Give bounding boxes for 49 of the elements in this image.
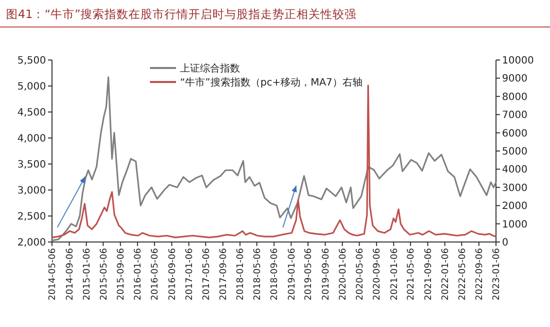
- x-tick-label: 2018-01-06: [236, 248, 246, 300]
- y2-tick-label: 10000: [502, 56, 534, 66]
- y2-tick-label: 8000: [502, 92, 528, 103]
- y-tick-label: 5,500: [17, 56, 46, 66]
- y2-tick-label: 7000: [502, 110, 528, 122]
- x-tick-label: 2016-09-06: [168, 248, 178, 300]
- x-tick-label: 2017-05-06: [202, 248, 212, 300]
- y-tick-label: 3,000: [17, 186, 46, 196]
- y2-tick-label: 1000: [502, 219, 528, 230]
- legend-label: “牛市”搜索指数（pc+移动，MA7）右轴: [180, 76, 362, 88]
- legend-label: 上证综合指数: [180, 62, 240, 74]
- y2-tick-label: 9000: [502, 74, 528, 85]
- y2-tick-label: 2000: [502, 201, 528, 212]
- x-tick-label: 2018-05-06: [252, 248, 263, 300]
- x-tick-label: 2018-09-06: [270, 248, 280, 300]
- y2-tick-label: 3000: [502, 182, 528, 194]
- x-tick-label: 2014-05-06: [48, 248, 58, 300]
- x-tick-label: 2019-09-06: [321, 248, 332, 300]
- x-tick-label: 2021-01-06: [390, 248, 400, 300]
- x-tick-label: 2022-01-06: [440, 248, 451, 300]
- y-tick-label: 4,500: [17, 108, 46, 118]
- y-tick-label: 3,500: [17, 160, 46, 170]
- x-tick-label: 2014-09-06: [65, 248, 76, 300]
- x-tick-label: 2016-01-06: [134, 248, 144, 300]
- x-tick-label: 2022-05-06: [458, 248, 468, 300]
- x-tick-label: 2022-09-06: [475, 248, 486, 300]
- chart-title: 图41：“牛市”搜索指数在股市行情开启时与股指走势正相关性较强: [6, 7, 357, 21]
- y2-tick-label: 0: [502, 238, 508, 248]
- y-tick-label: 5,000: [17, 82, 46, 92]
- y2-tick-label: 6000: [502, 128, 528, 140]
- y-tick-label: 4,000: [17, 134, 46, 144]
- x-tick-label: 2015-01-06: [82, 248, 92, 300]
- x-tick-label: 2019-05-06: [304, 248, 314, 300]
- y2-tick-label: 5000: [502, 146, 528, 158]
- x-tick-label: 2021-05-06: [406, 248, 417, 300]
- y-tick-label: 2,500: [17, 212, 46, 222]
- x-tick-label: 2020-05-06: [355, 248, 366, 300]
- x-tick-label: 2021-09-06: [424, 248, 434, 300]
- x-tick-label: 2015-05-06: [99, 248, 110, 300]
- x-tick-label: 2019-01-06: [287, 248, 298, 300]
- x-tick-label: 2023-01-06: [492, 248, 502, 300]
- y-tick-label: 2,000: [17, 238, 46, 248]
- x-tick-label: 2017-01-06: [184, 248, 195, 300]
- x-tick-label: 2020-09-06: [372, 248, 383, 300]
- x-tick-label: 2016-05-06: [150, 248, 161, 300]
- x-tick-label: 2020-01-06: [338, 248, 348, 300]
- x-tick-label: 2015-09-06: [116, 248, 127, 300]
- y2-tick-label: 4000: [502, 164, 528, 176]
- x-tick-label: 2017-09-06: [219, 248, 230, 300]
